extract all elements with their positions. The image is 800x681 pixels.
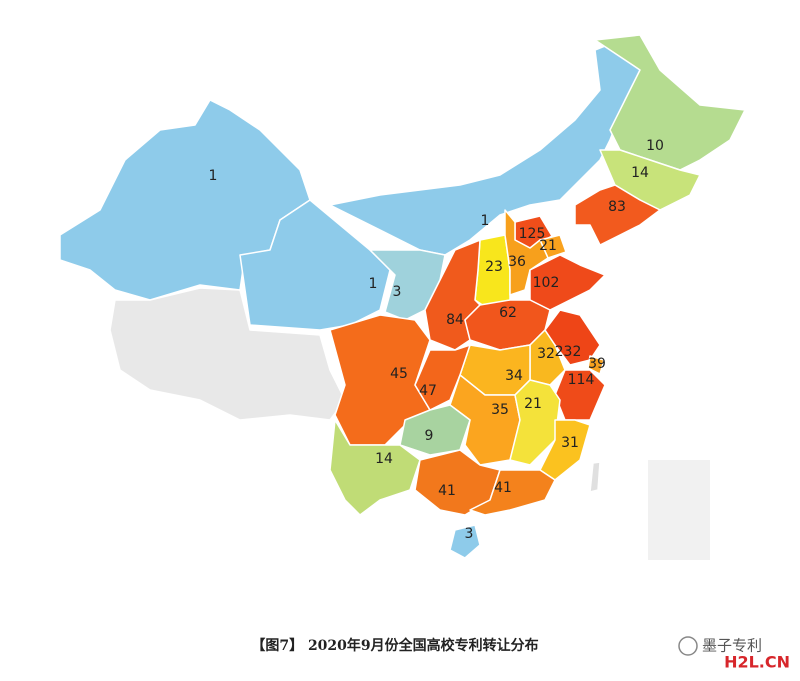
watermark-icon <box>678 636 698 656</box>
region-label: 32 <box>537 346 555 362</box>
region-label: 102 <box>533 275 560 291</box>
region-label: 47 <box>419 383 437 399</box>
region-grey <box>589 461 601 493</box>
region-label: 10 <box>646 138 664 154</box>
watermark: 墨子专利 <box>702 637 762 655</box>
region <box>399 404 471 456</box>
region-label: 35 <box>491 402 509 418</box>
region <box>574 184 661 246</box>
region <box>539 419 591 481</box>
region <box>414 344 471 411</box>
region-label: 31 <box>561 435 579 451</box>
region-label: 41 <box>494 480 512 496</box>
region-label: 45 <box>390 366 408 382</box>
region-label: 36 <box>508 254 526 270</box>
region-label: 1 <box>209 168 218 184</box>
region-label: 21 <box>539 238 557 254</box>
region-label: 3 <box>393 284 402 300</box>
region-label: 14 <box>375 451 393 467</box>
region <box>449 524 481 559</box>
region <box>504 209 549 296</box>
region-label: 21 <box>524 396 542 412</box>
region-label: 83 <box>608 199 626 215</box>
region-label: 9 <box>425 428 434 444</box>
region-label: 41 <box>438 483 456 499</box>
region-label: 34 <box>505 368 523 384</box>
region-label: 14 <box>631 165 649 181</box>
region <box>469 469 556 516</box>
region-label: 114 <box>568 372 595 388</box>
region <box>594 34 746 171</box>
region-label: 39 <box>588 356 606 372</box>
region-label: 62 <box>499 305 517 321</box>
region-label: 23 <box>485 259 503 275</box>
region <box>329 419 421 516</box>
region-label: 84 <box>446 312 464 328</box>
region-label: 3 <box>465 526 474 542</box>
inset-box <box>648 460 710 560</box>
region-label: 232 <box>555 344 582 360</box>
caption: 【图7】 2020年9月份全国高校专利转让分布 <box>251 637 538 654</box>
region-label: 1 <box>481 213 490 229</box>
region <box>587 355 605 375</box>
region <box>544 309 601 366</box>
region-label: 1 <box>369 276 378 292</box>
region-label: 125 <box>519 226 546 242</box>
site: H2L.CN <box>724 653 790 672</box>
